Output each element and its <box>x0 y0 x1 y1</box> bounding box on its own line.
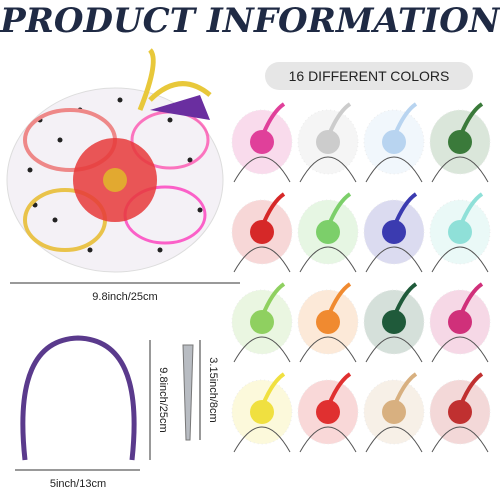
variant-part <box>250 220 274 244</box>
variant-part <box>250 400 274 424</box>
variant-part <box>250 310 274 334</box>
variant-part <box>448 130 472 154</box>
headband <box>20 335 137 461</box>
variant-part <box>365 246 423 273</box>
variant-part <box>382 220 406 244</box>
variant-part <box>233 426 291 453</box>
variant-part <box>431 336 489 363</box>
badge-bg <box>265 62 473 90</box>
dimension-label: 5inch/13cm <box>50 478 106 490</box>
variant-part <box>431 156 489 183</box>
variant-part <box>365 336 423 363</box>
variant-part <box>382 400 406 424</box>
variant-part <box>448 220 472 244</box>
variant-part <box>365 156 423 183</box>
variant-part <box>299 246 357 273</box>
dimension-label: 9.8inch/25cm <box>157 367 169 432</box>
hair-clip <box>182 344 194 441</box>
variant-part <box>316 400 340 424</box>
variant-part <box>299 336 357 363</box>
variant-part <box>431 426 489 453</box>
variant-part <box>316 220 340 244</box>
variant-part <box>448 310 472 334</box>
large-fascinator <box>6 48 224 273</box>
title: PRODUCT INFORMATION <box>0 1 500 41</box>
dimension-label: 3.15inch/8cm <box>207 357 219 422</box>
variant-part <box>299 156 357 183</box>
variant-part <box>382 130 406 154</box>
variant-part <box>382 310 406 334</box>
variant-part <box>365 426 423 453</box>
color-variants <box>231 102 491 453</box>
variant-part <box>316 130 340 154</box>
variant-part <box>233 336 291 363</box>
dimension-label: 9.8inch/25cm <box>92 291 157 303</box>
badge-text: 16 DIFFERENT COLORS <box>289 68 450 84</box>
variant-part <box>448 400 472 424</box>
variant-part <box>250 130 274 154</box>
variant-part <box>233 246 291 273</box>
variant-part <box>316 310 340 334</box>
variant-part <box>299 426 357 453</box>
variant-part <box>431 246 489 273</box>
variant-part <box>233 156 291 183</box>
